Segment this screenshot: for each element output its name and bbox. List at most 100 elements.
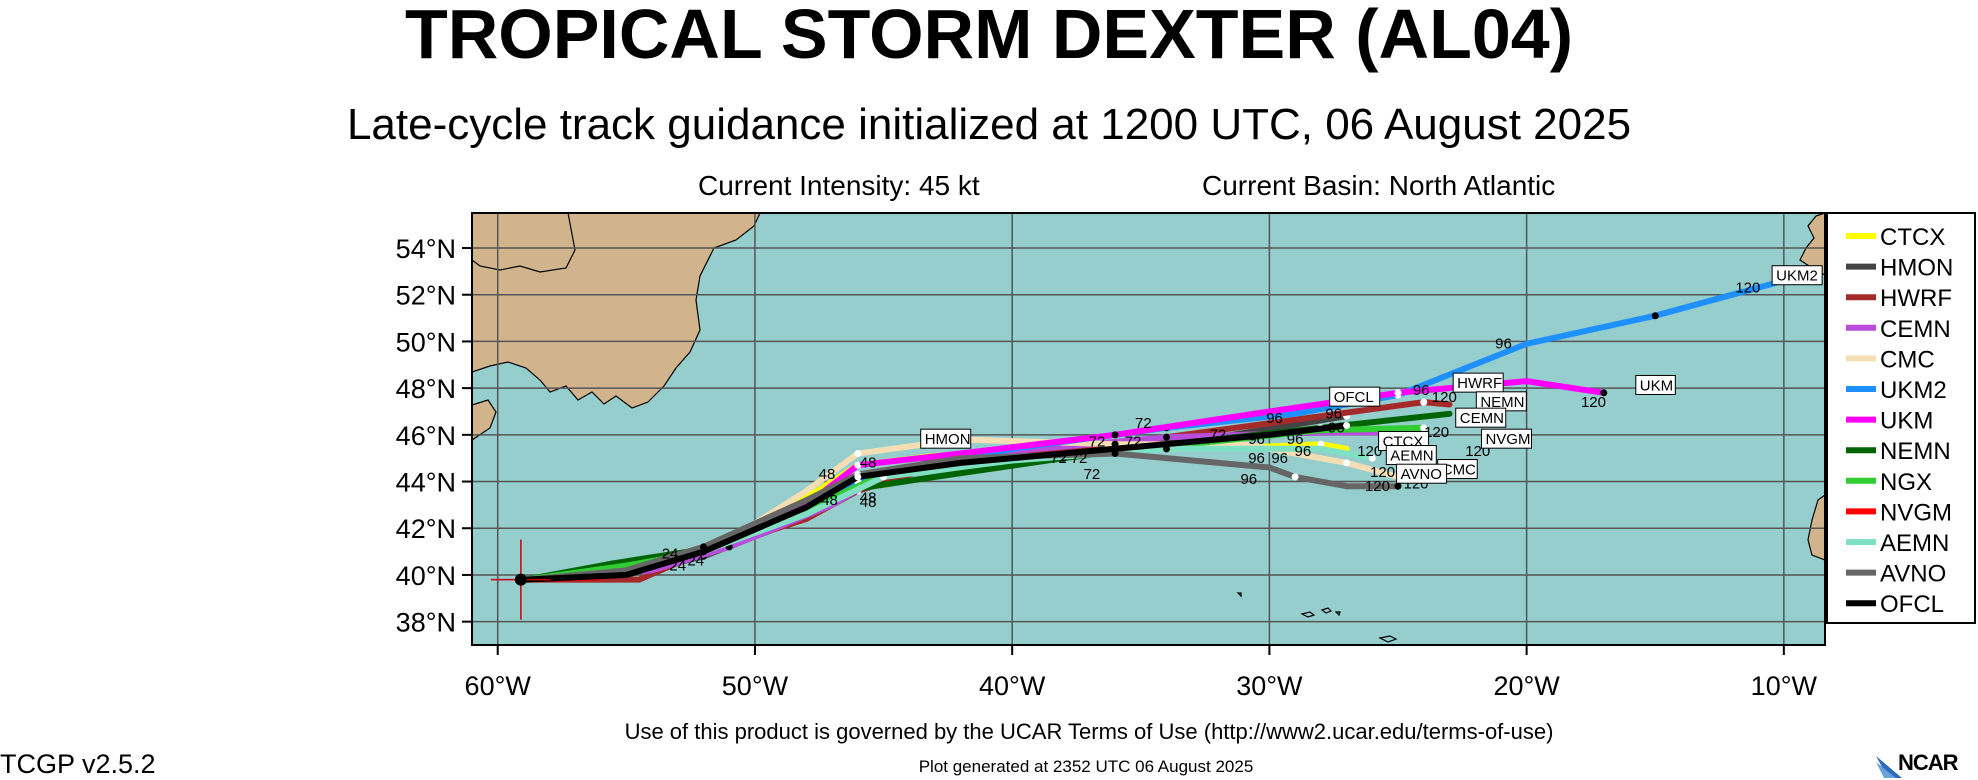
forecast-hour-label: 96 [1248,431,1265,448]
lat-tick-label: 54°N [396,234,456,264]
track-tag-label: CEMN [1460,410,1504,427]
legend-label-cmc: CMC [1880,346,1935,373]
track-model-tags: HMONOFCLHWRFNEMNCEMNNVGMUKM2UKMCTCXAEMNC… [920,265,1823,484]
map-grid [472,213,1825,645]
forecast-hour-label: 120 [1581,394,1606,411]
forecast-hour-label: 96 [1240,471,1257,488]
legend-label-ukm2: UKM2 [1880,377,1947,404]
track-tag-label: HWRF [1457,375,1502,392]
forecast-hour-label: 48 [821,492,838,509]
legend-label-nvgm: NVGM [1880,499,1952,526]
forecast-hour-label: 72 [1135,415,1152,432]
lat-tick-label: 44°N [396,468,456,498]
track-point-avno [1291,473,1299,481]
forecast-hour-label: 72 [1084,466,1101,483]
legend-label-nemn: NEMN [1880,438,1951,465]
lon-tick-label: 40°W [979,671,1046,701]
forecast-hour-label: 24 [662,546,679,563]
track-point-ngx [1420,424,1428,432]
legend: CTCX HMON HWRF CEMN CMC UKM2 UKM NEMN NGX NVGM AEM… [1826,212,1976,624]
ncar-logo-icon [1876,756,1902,778]
forecast-hour-label: 48 [860,455,877,472]
track-point-ofcl [854,473,862,481]
forecast-hour-label: 24 [687,553,704,570]
forecast-hour-label: 96 [1266,410,1283,427]
forecast-hour-label: 72 [1071,450,1088,467]
lon-tick-label: 60°W [465,671,532,701]
legend-label-cemn: CEMN [1880,316,1951,343]
track-tag-box [920,428,972,449]
lon-tick-label: 30°W [1236,671,1303,701]
forecast-hour-label: 96 [1328,420,1345,437]
current-basin: Current Basin: North Atlantic [1202,170,1556,201]
cape-breton-land [472,399,497,441]
legend-label-ctcx: CTCX [1880,224,1945,251]
page-title: TROPICAL STORM DEXTER (AL04) [404,0,1574,73]
track-point-hwrf [1420,398,1428,406]
track-tag-box [1635,374,1676,395]
forecast-hour-label: 120 [1735,279,1760,296]
track-tag-label: AVNO [1401,466,1442,483]
lon-tick-label: 50°W [722,671,789,701]
legend-label-hwrf: HWRF [1880,285,1952,312]
map-frame [471,212,1826,646]
legend-label-hmon: HMON [1880,255,1953,282]
track-tag-label: NVGM [1485,431,1530,448]
forecast-hour-label: 120 [1370,464,1395,481]
track-point-ukm [1394,389,1402,397]
lat-tick-label: 50°N [396,327,456,357]
track-point-ofcl [1111,445,1119,453]
forecast-hour-label: 96 [1271,450,1288,467]
forecast-hour-label: 120 [1424,424,1449,441]
lon-tick-label: 10°W [1751,671,1818,701]
terms-of-use-notice: Use of this product is governed by the U… [624,719,1554,744]
track-point-ofcl [700,548,708,556]
page-subtitle: Late-cycle track guidance initialized at… [346,100,1632,149]
track-point-ukm [854,461,862,469]
legend-label-aemn: AEMN [1880,530,1949,557]
forecast-hour-label: 96 [1413,382,1430,399]
track-point-cmc [1343,459,1351,467]
lat-tick-label: 46°N [396,421,456,451]
track-avno [523,450,1401,583]
forecast-tracks [523,277,1787,583]
forecast-hour-label: 120 [1432,389,1457,406]
plot-generated-time: Plot generated at 2352 UTC 06 August 202… [918,757,1254,776]
track-point-ukm [1111,431,1119,439]
track-tag-label: UKM2 [1776,268,1818,285]
forecast-hour-label: 96 [1495,335,1512,352]
forecast-hour-label: 48 [860,490,877,507]
lat-tick-label: 42°N [396,514,456,544]
forecast-hour-label: 72 [1050,450,1067,467]
track-tag-label: NEMN [1480,394,1524,411]
forecast-hour-label: 96 [1287,431,1304,448]
forecast-hour-label: 72 [1210,427,1227,444]
forecast-hour-label: 96 [1325,405,1342,422]
track-tag-label: OFCL [1334,389,1374,406]
track-tag-box [1455,407,1507,428]
track-point-ofcl [1343,421,1351,429]
lon-tick-label: 20°W [1493,671,1560,701]
lat-tick-label: 48°N [396,374,456,404]
legend-label-ofcl: OFCL [1880,591,1944,618]
current-intensity: Current Intensity: 45 kt [698,170,980,201]
track-point-ukm [1600,389,1608,397]
forecast-hour-label: 72 [1089,434,1106,451]
forecast-hour-label: 120 [1365,478,1390,495]
forecast-hour-label: 96 [1248,450,1265,467]
labrador-land [472,213,576,273]
track-tag-label: UKM [1640,377,1673,394]
track-point-cemn [1163,433,1171,441]
forecast-hour-label: 72 [1125,434,1142,451]
track-tag-box [1771,265,1823,286]
azores-islands [1236,592,1398,643]
lat-tick-label: 52°N [396,281,456,311]
legend-label-ukm: UKM [1880,408,1933,435]
track-point-ukm2 [1651,312,1659,320]
current-position-marker [490,539,551,620]
legend-label-avno: AVNO [1880,561,1946,588]
forecast-hour-label: 120 [1357,443,1382,460]
track-point-cmc [854,450,862,458]
